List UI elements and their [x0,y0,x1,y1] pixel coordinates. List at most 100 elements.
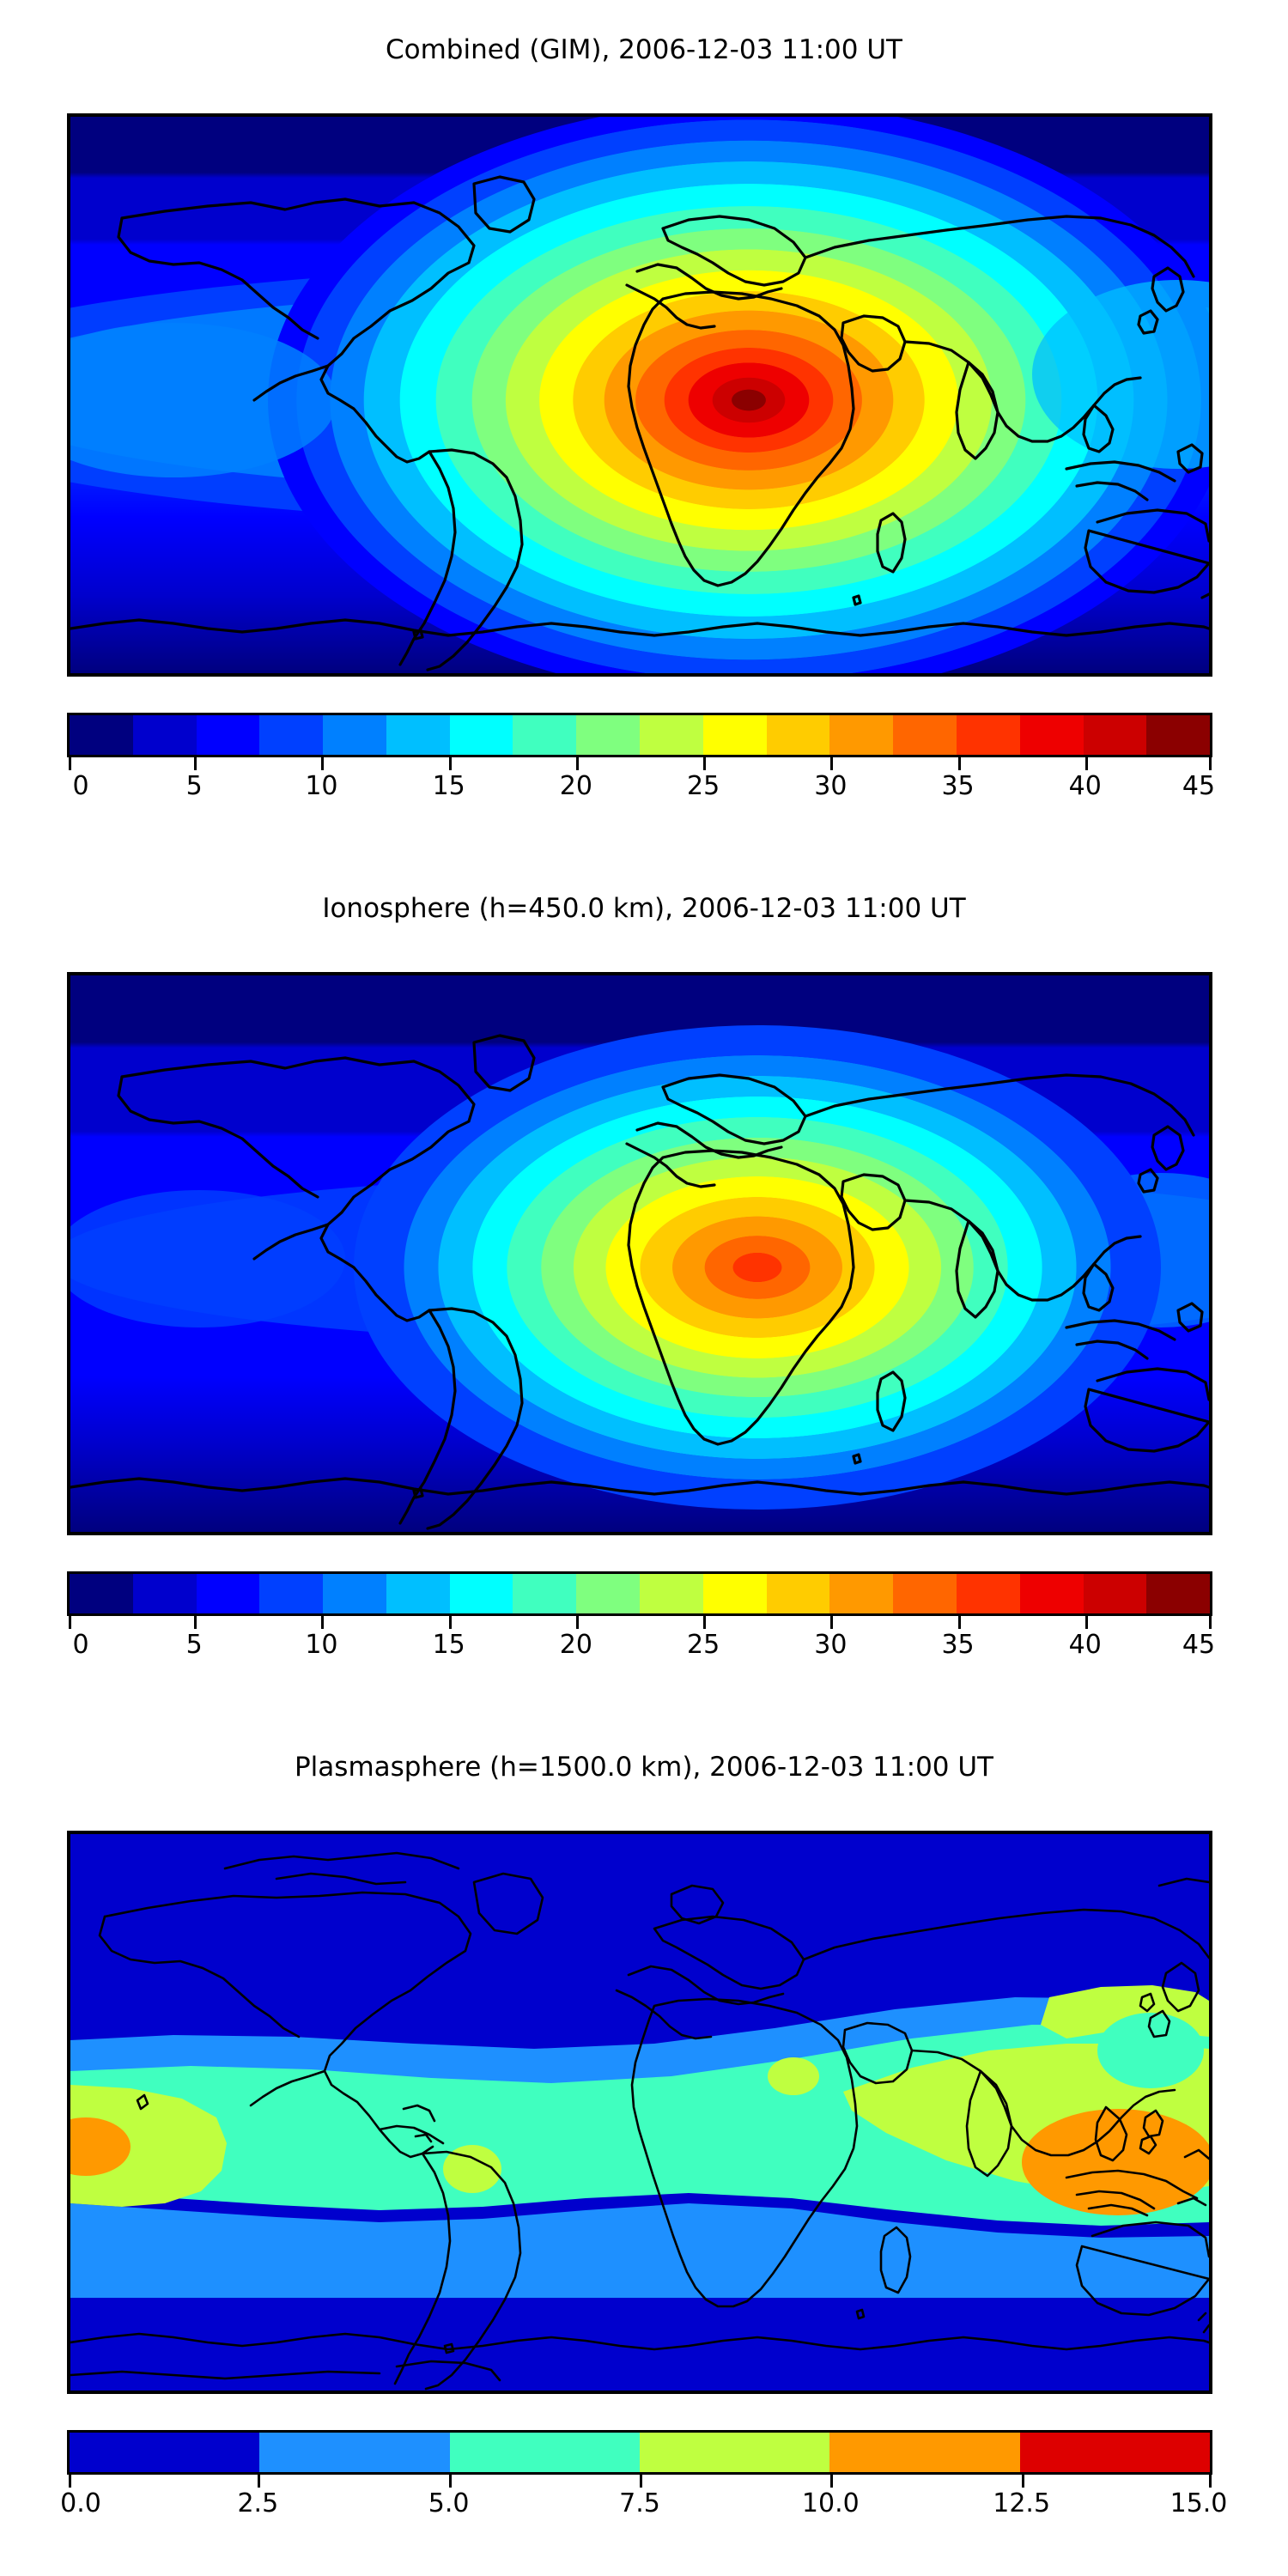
colorbar-ionosphere-labels: 0 5 10 15 20 25 30 35 40 45 [67,1630,1215,1668]
colorbar-segment [449,715,513,755]
colorbar-tick [575,757,579,770]
colorbar-tick [194,757,197,770]
panel-combined: Combined (GIM), 2006-12-03 11:00 UT [0,0,1288,859]
colorbar-segment [70,2433,260,2472]
colorbar-segment [893,715,957,755]
colorbar-segment [1146,1574,1211,1613]
map-canvas-ionosphere [70,975,1209,1532]
colorbar-tick [1209,2475,1212,2488]
colorbar-tick-label: 12.5 [993,2488,1051,2518]
colorbar-combined-labels: 0 5 10 15 20 25 30 35 40 45 [67,771,1216,809]
colorbar-tick [258,2475,261,2488]
colorbar-segment [259,2433,450,2472]
colorbar-tick-label: 30 [814,771,848,801]
colorbar-tick-label: 15 [432,771,465,801]
colorbar-ionosphere: 0 5 10 15 20 25 30 35 40 45 [67,1571,1215,1668]
colorbar-tick-label: 30 [814,1630,848,1660]
colorbar-segment [1019,2433,1210,2472]
colorbar-segment [132,1574,197,1613]
colorbar-segment [829,2433,1020,2472]
colorbar-segment [513,715,577,755]
colorbar-tick-label: 45 [1182,771,1216,801]
colorbar-tick-label: 10 [305,1630,338,1660]
colorbar-segment [576,1574,641,1613]
colorbar-segment [1019,715,1084,755]
colorbar-segment [323,1574,386,1613]
colorbar-plasmasphere-labels: 0.0 2.5 5.0 7.5 10.0 12.5 15.0 [60,2488,1227,2526]
colorbar-tick-label: 2.5 [237,2488,279,2518]
colorbar-tick [640,2475,642,2488]
map-plasmasphere [67,1831,1212,2394]
colorbar-tick-label: 5.0 [428,2488,470,2518]
colorbar-segment [196,715,260,755]
colorbar-tick [575,1616,579,1629]
panel-title-ionosphere: Ionosphere (h=450.0 km), 2006-12-03 11:0… [322,893,966,924]
colorbar-tick-label: 35 [941,1630,975,1660]
colorbar-ionosphere-bar [67,1571,1212,1616]
colorbar-segment [956,715,1020,755]
map-canvas-plasmasphere [70,1834,1209,2391]
colorbar-segment [1019,1574,1084,1613]
colorbar-tick-label: 0 [72,771,89,801]
panel-plasmasphere: Plasmasphere (h=1500.0 km), 2006-12-03 1… [0,1717,1288,2576]
colorbar-tick-label: 0 [72,1630,89,1660]
colorbar-segment [576,715,641,755]
colorbar-tick [830,2475,834,2488]
colorbar-tick-label: 25 [687,1630,720,1660]
colorbar-segment [1146,715,1211,755]
colorbar-tick-label: 0.0 [60,2488,101,2518]
colorbar-tick [448,1616,452,1629]
colorbar-segment [766,715,830,755]
colorbar-segment [640,1574,703,1613]
colorbar-segment [70,715,133,755]
colorbar-plasmasphere-ticks [67,2475,1212,2488]
panel-title-combined: Combined (GIM), 2006-12-03 11:00 UT [386,34,902,65]
colorbar-tick [1209,1616,1212,1629]
colorbar-segment [449,2433,640,2472]
colorbar-tick-label: 5 [185,771,203,801]
colorbar-segment [513,1574,577,1613]
colorbar-segment [259,1574,324,1613]
colorbar-combined-bar [67,713,1212,757]
colorbar-combined: 0 5 10 15 20 25 30 35 40 45 [67,713,1216,809]
colorbar-tick-label: 5 [185,1630,203,1660]
colorbar-tick [830,757,834,770]
colorbar-combined-ticks [67,757,1212,771]
colorbar-segment [259,715,324,755]
colorbar-tick-label: 20 [559,1630,592,1660]
colorbar-tick [957,757,961,770]
colorbar-tick-label: 20 [559,771,592,801]
map-combined [67,113,1212,677]
colorbar-tick-label: 10.0 [801,2488,860,2518]
colorbar-segment [386,715,450,755]
colorbar-segment [639,2433,830,2472]
colorbar-segment [702,1574,767,1613]
colorbar-tick [830,1616,834,1629]
colorbar-tick [1084,757,1088,770]
colorbar-segment [893,1574,957,1613]
colorbar-segment [196,1574,260,1613]
colorbar-tick [1209,757,1212,770]
colorbar-segment [829,1574,894,1613]
colorbar-segment [70,1574,133,1613]
colorbar-segment [640,715,703,755]
colorbar-tick-label: 25 [687,771,720,801]
colorbar-plasmasphere: 0.0 2.5 5.0 7.5 10.0 12.5 15.0 [60,2430,1227,2526]
panel-title-plasmasphere: Plasmasphere (h=1500.0 km), 2006-12-03 1… [294,1752,993,1783]
colorbar-tick [321,757,325,770]
colorbar-tick-label: 15 [432,1630,465,1660]
colorbar-tick [957,1616,961,1629]
colorbar-segment [956,1574,1020,1613]
colorbar-segment [323,715,386,755]
colorbar-tick [448,2475,452,2488]
colorbar-tick-label: 35 [941,771,975,801]
colorbar-ionosphere-ticks [67,1616,1212,1630]
colorbar-segment [386,1574,450,1613]
colorbar-segment [702,715,767,755]
colorbar-tick [448,757,452,770]
colorbar-tick [194,1616,197,1629]
colorbar-segment [766,1574,830,1613]
map-canvas-combined [70,117,1209,673]
colorbar-segment [1083,715,1147,755]
